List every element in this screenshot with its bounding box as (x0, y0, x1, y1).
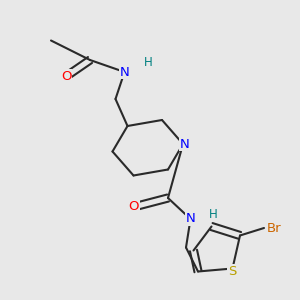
Text: Br: Br (267, 221, 282, 235)
Text: N: N (180, 137, 189, 151)
Text: H: H (208, 208, 217, 221)
Text: N: N (120, 65, 129, 79)
Text: S: S (228, 265, 237, 278)
Text: N: N (186, 212, 195, 226)
Text: H: H (144, 56, 153, 70)
Text: O: O (61, 70, 71, 83)
Text: O: O (128, 200, 139, 214)
